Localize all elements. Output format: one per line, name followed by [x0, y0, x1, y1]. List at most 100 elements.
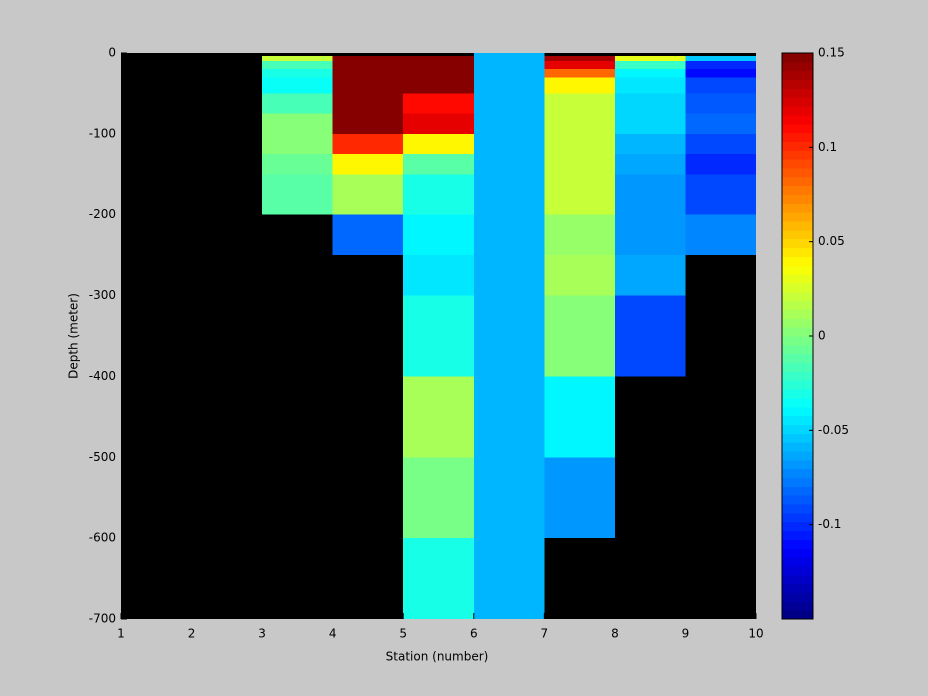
cell [403, 113, 474, 134]
cell [473, 174, 545, 215]
colorbar-segment [782, 380, 813, 390]
colorbar-segment [782, 389, 813, 399]
colorbar-tick-label: 0 [818, 329, 826, 343]
cell [685, 174, 756, 215]
cell [332, 93, 404, 114]
cell [614, 174, 686, 215]
colorbar-segment [782, 229, 813, 240]
cell [685, 214, 756, 256]
colorbar-segment [782, 70, 813, 81]
cell [614, 56, 686, 62]
cell [544, 214, 615, 256]
colorbar-segment [782, 194, 813, 204]
colorbar-segment [782, 495, 813, 505]
colorbar-segment [782, 583, 813, 593]
cell [473, 77, 545, 94]
y-tick-label: 0 [108, 46, 116, 60]
colorbar-segment [782, 406, 813, 417]
cell [473, 53, 545, 57]
cell [332, 174, 404, 215]
cell [332, 69, 404, 78]
colorbar-segment [782, 557, 813, 567]
colorbar-segment [782, 592, 813, 602]
colorbar-segment [782, 450, 813, 461]
x-tick-label: 9 [682, 627, 690, 641]
colorbar-segment [782, 106, 813, 116]
cell [473, 113, 545, 134]
cell [614, 61, 686, 70]
x-tick-label: 8 [611, 627, 619, 641]
cell [544, 69, 615, 78]
cell [332, 77, 404, 94]
cell [685, 133, 756, 155]
cell [262, 93, 333, 114]
cell [403, 154, 474, 175]
colorbar-segment [782, 353, 813, 364]
cell [332, 113, 404, 134]
cell [685, 56, 756, 62]
cell [544, 113, 615, 134]
x-tick-label: 5 [399, 627, 407, 641]
colorbar-segment [782, 114, 813, 125]
cell [332, 133, 404, 155]
cell [262, 133, 333, 155]
x-tick-label: 3 [258, 627, 266, 641]
cell [332, 56, 404, 62]
colorbar-segment [782, 61, 813, 72]
cell [403, 56, 474, 62]
cell [544, 255, 615, 296]
colorbar-tick-label: 0.15 [818, 46, 845, 60]
colorbar-segment [782, 415, 813, 425]
cell [685, 93, 756, 114]
y-tick-label: -300 [89, 288, 116, 302]
cell [544, 77, 615, 94]
cell [403, 133, 474, 155]
cell [544, 93, 615, 114]
cell [403, 93, 474, 114]
x-tick-label: 4 [329, 627, 337, 641]
colorbar-tick-label: -0.1 [818, 517, 841, 531]
colorbar-segment [782, 336, 813, 346]
colorbar-segment [782, 512, 813, 523]
cell [262, 113, 333, 134]
colorbar-tick-label: 0.1 [818, 140, 837, 154]
colorbar-segment [782, 362, 813, 372]
y-tick-label: -100 [89, 126, 116, 140]
colorbar-segment [782, 344, 813, 355]
colorbar-segment [782, 97, 813, 107]
colorbar-segment [782, 442, 813, 452]
cell [403, 376, 474, 458]
colorbar-segment [782, 53, 813, 63]
cell [473, 56, 545, 62]
colorbar-segment [782, 185, 813, 195]
cell [614, 113, 686, 134]
colorbar-segment [782, 265, 813, 275]
cell [544, 295, 615, 377]
colorbar-segment [782, 150, 813, 160]
cell [614, 93, 686, 114]
colorbar-segment [782, 530, 813, 540]
colorbar-segment [782, 424, 813, 434]
cell [685, 113, 756, 134]
cell [403, 174, 474, 215]
cell [614, 295, 686, 377]
cell [403, 295, 474, 377]
cell [685, 154, 756, 175]
cell [262, 61, 333, 70]
cell [403, 69, 474, 78]
y-tick-label: -600 [89, 531, 116, 545]
colorbar-segment [782, 238, 813, 249]
colorbar-segment [782, 274, 813, 284]
colorbar-segment [782, 123, 813, 134]
colorbar-segment [782, 221, 813, 231]
colorbar-segment [782, 212, 813, 222]
cell [473, 154, 545, 175]
colorbar-segment [782, 521, 813, 532]
cell [685, 69, 756, 78]
cell [262, 77, 333, 94]
cell [403, 255, 474, 296]
colorbar-segment [782, 176, 813, 187]
cell [544, 133, 615, 155]
cell [544, 61, 615, 70]
